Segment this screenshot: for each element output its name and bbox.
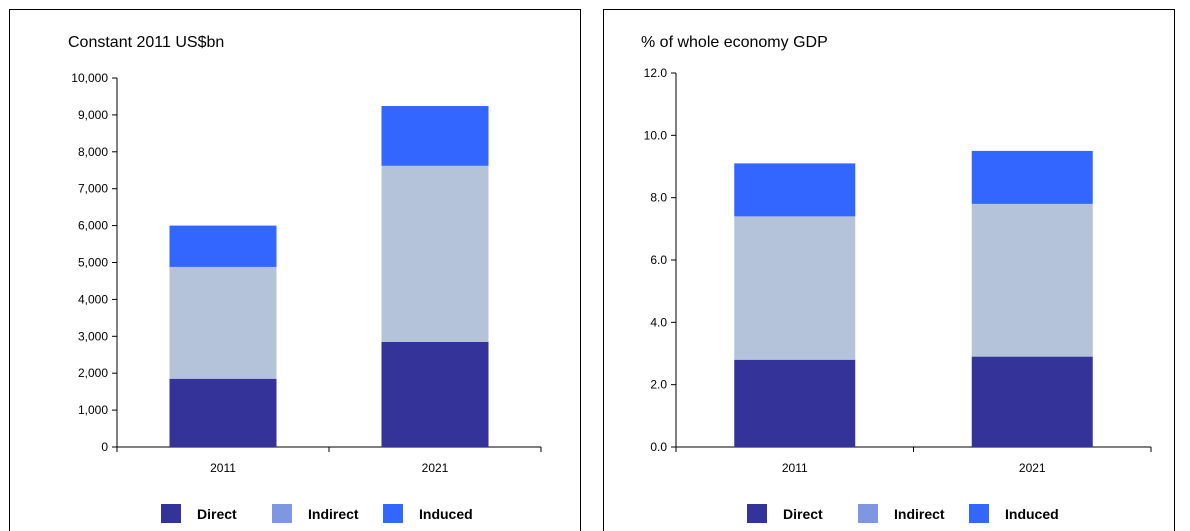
y-tick-label: 10,000 bbox=[71, 71, 108, 85]
y-tick-label: 1,000 bbox=[78, 403, 108, 417]
y-tick-label: 6.0 bbox=[650, 253, 667, 267]
y-tick-label: 4.0 bbox=[650, 315, 667, 329]
chart-title: Constant 2011 US$bn bbox=[68, 34, 224, 51]
bar-direct-2011 bbox=[169, 378, 277, 447]
y-tick-label: 2,000 bbox=[78, 366, 108, 380]
bar-indirect-2021 bbox=[381, 165, 489, 342]
y-tick-label: 0.0 bbox=[650, 440, 667, 454]
y-tick-label: 8,000 bbox=[78, 145, 108, 159]
legend-swatch-induced bbox=[969, 504, 989, 523]
bar-indirect-2011 bbox=[169, 266, 277, 379]
y-tick-label: 0 bbox=[101, 440, 108, 454]
legend-label-direct: Direct bbox=[197, 506, 237, 522]
y-tick-label: 8.0 bbox=[650, 191, 667, 205]
legend-label-indirect: Indirect bbox=[894, 506, 945, 522]
y-tick-label: 5,000 bbox=[78, 256, 108, 270]
legend-swatch-indirect bbox=[858, 504, 878, 523]
chart-gdp-share: % of whole economy GDP 0.0 2.0 4.0 6.0 8.0 10.… bbox=[641, 34, 1152, 523]
x-tick-label: 2011 bbox=[210, 461, 236, 475]
bar-direct-2021 bbox=[381, 341, 489, 447]
legend-label-indirect: Indirect bbox=[308, 506, 359, 522]
x-tick-label: 2021 bbox=[1019, 461, 1046, 475]
bar-indirect-2011 bbox=[734, 216, 856, 360]
bar-indirect-2021 bbox=[971, 203, 1093, 357]
chart-title: % of whole economy GDP bbox=[641, 34, 828, 51]
y-tick-label: 9,000 bbox=[78, 108, 108, 122]
bar-induced-2021 bbox=[381, 106, 489, 166]
bar-induced-2021 bbox=[971, 150, 1093, 204]
legend-label-induced: Induced bbox=[1005, 506, 1059, 522]
legend-swatch-direct bbox=[747, 504, 767, 523]
y-tick-label: 12.0 bbox=[644, 66, 668, 80]
y-tick-label: 6,000 bbox=[78, 219, 108, 233]
x-tick-label: 2021 bbox=[422, 461, 449, 475]
bar-direct-2011 bbox=[734, 359, 856, 447]
y-tick-label: 2.0 bbox=[650, 378, 667, 392]
legend-swatch-induced bbox=[383, 504, 403, 523]
x-tick-label: 2011 bbox=[782, 461, 808, 475]
legend-label-direct: Direct bbox=[783, 506, 823, 522]
bar-direct-2021 bbox=[971, 356, 1093, 447]
chart-panel-gdp-share: % of whole economy GDP 0.0 2.0 4.0 6.0 8.0 10.… bbox=[603, 9, 1175, 531]
y-tick-label: 7,000 bbox=[78, 182, 108, 196]
legend-label-induced: Induced bbox=[419, 506, 473, 522]
chart-constant-usd: Constant 2011 US$bn 0 1,000 2,000 3,000 4,000… bbox=[68, 34, 542, 523]
y-tick-label: 3,000 bbox=[78, 329, 108, 343]
legend-swatch-indirect bbox=[272, 504, 292, 523]
bar-induced-2011 bbox=[734, 163, 856, 217]
legend-swatch-direct bbox=[161, 504, 181, 523]
y-tick-label: 4,000 bbox=[78, 292, 108, 306]
bar-induced-2011 bbox=[169, 225, 277, 267]
chart-panel-constant-usd: Constant 2011 US$bn 0 1,000 2,000 3,000 4,000… bbox=[9, 9, 581, 531]
y-tick-label: 10.0 bbox=[644, 128, 668, 142]
